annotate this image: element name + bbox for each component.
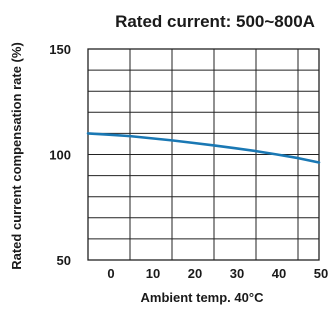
x-tick-label: 20 [188, 266, 202, 281]
y-tick-label: 150 [49, 42, 71, 57]
y-tick-label: 50 [57, 253, 71, 268]
chart-title: Rated current: 500~800A [115, 12, 315, 31]
series-line [86, 132, 321, 164]
y-axis-label: Rated current compensation rate (%) [9, 42, 24, 270]
x-tick-label: 40 [272, 266, 286, 281]
x-axis-label: Ambient temp. 40°C [141, 290, 265, 305]
y-tick-labels: 50 100 150 [49, 42, 71, 268]
x-tick-label: 50 [314, 266, 328, 281]
series-layer [86, 132, 321, 164]
x-tick-labels: 0 10 20 30 40 50 [107, 266, 328, 281]
y-tick-label: 100 [49, 148, 71, 163]
x-tick-label: 10 [146, 266, 160, 281]
plot-frame [87, 48, 320, 261]
grid [87, 49, 319, 260]
x-tick-label: 0 [107, 266, 114, 281]
x-tick-label: 30 [230, 266, 244, 281]
